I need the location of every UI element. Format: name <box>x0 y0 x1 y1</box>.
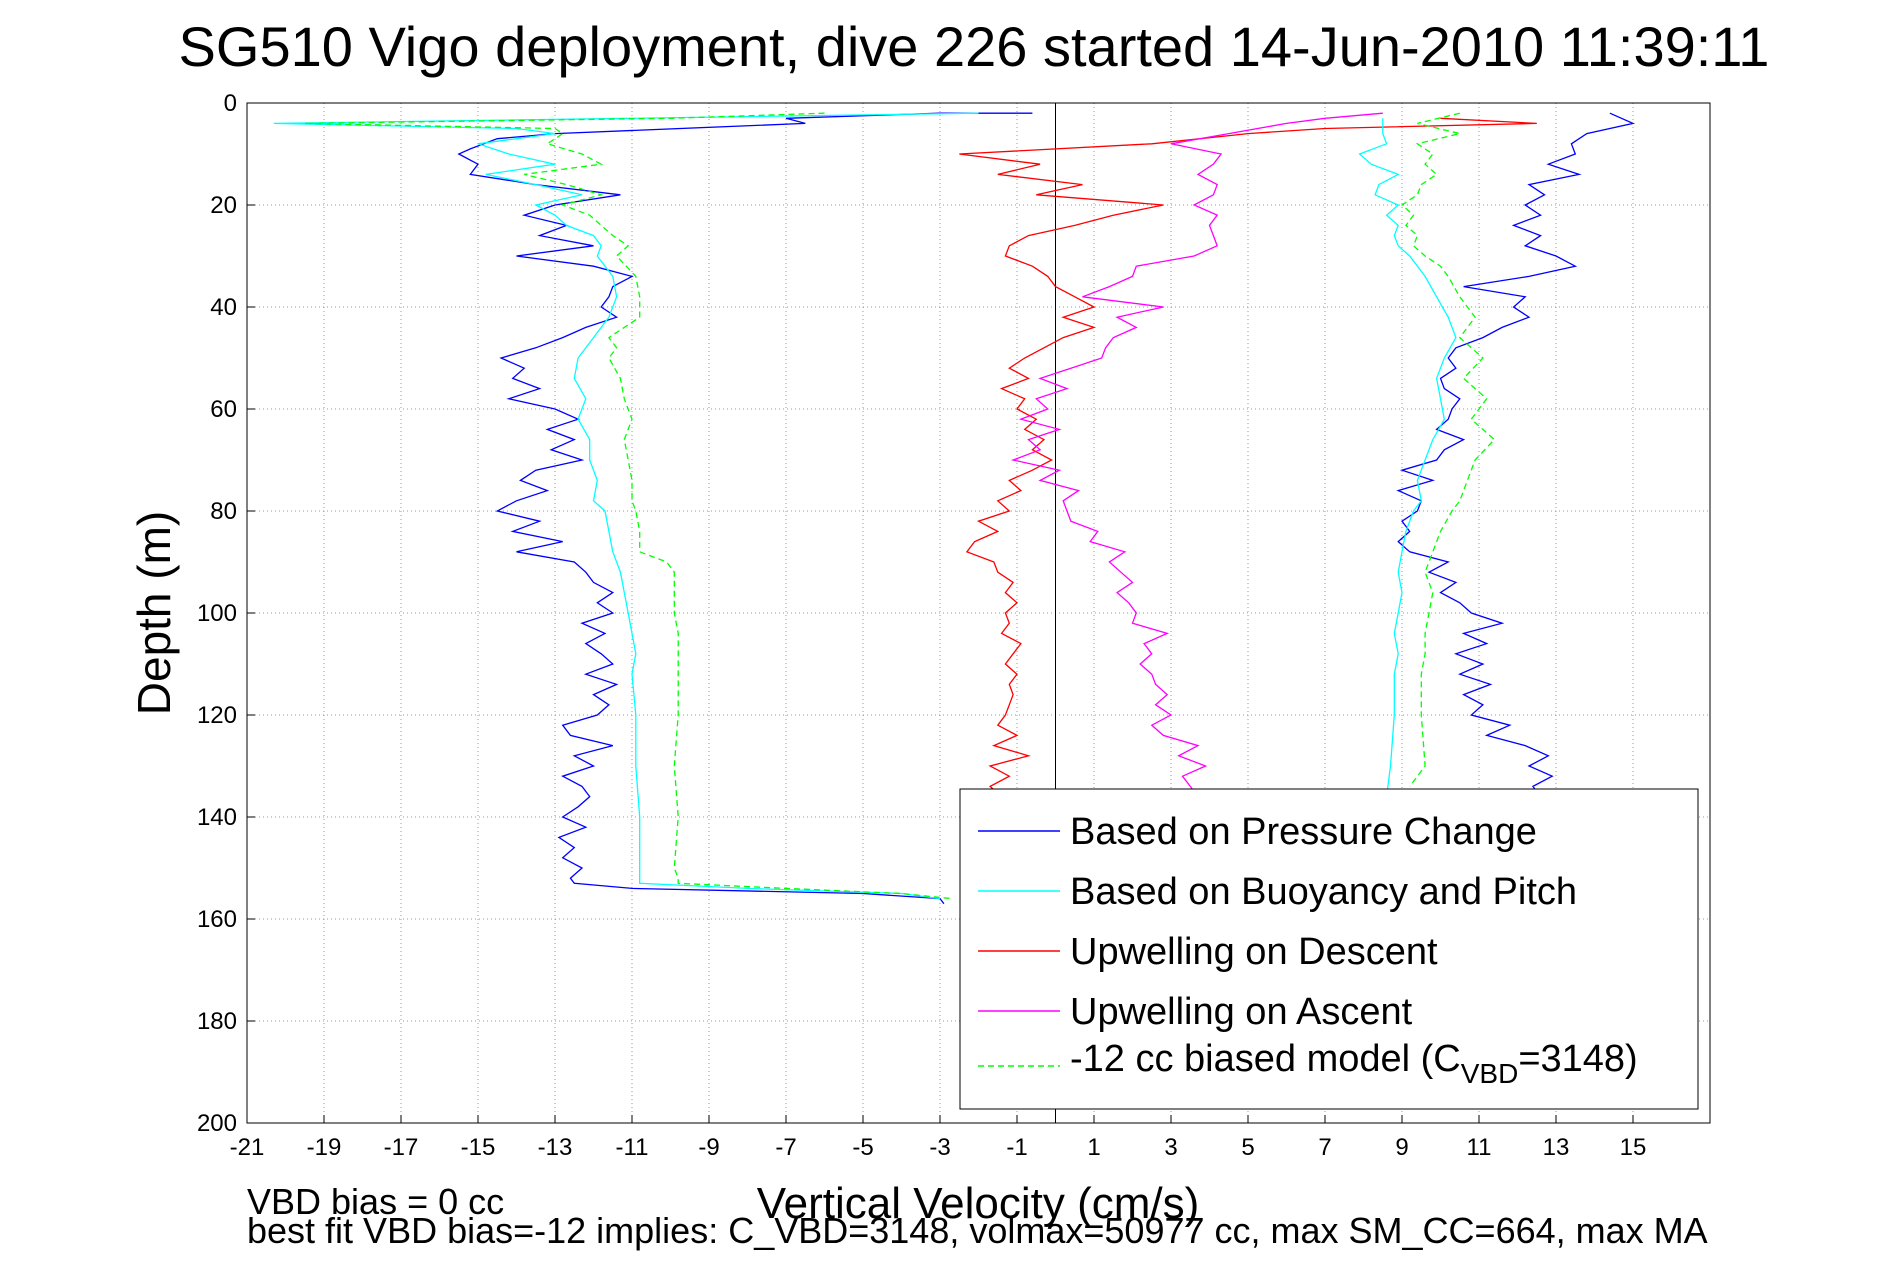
x-tick-label: -19 <box>307 1134 342 1161</box>
legend-label: Based on Pressure Change <box>1070 811 1537 853</box>
series-line-5 <box>304 112 952 900</box>
x-tick-labels: -21 -19 -17 -15 -13 -11 -9 -7 -5 -3 -1 1 3 5 7 9 11 13 15 <box>230 1134 1647 1161</box>
legend-label: Upwelling on Descent <box>1070 931 1438 973</box>
y-tick-label: 160 <box>197 906 237 933</box>
x-tick-label: -21 <box>230 1134 265 1161</box>
x-tick-label: -11 <box>616 1134 649 1161</box>
legend-box <box>959 788 1699 1110</box>
y-tick-label: 120 <box>197 702 237 729</box>
legend-label: Based on Buoyancy and Pitch <box>1070 871 1577 913</box>
series-line-7 <box>1358 118 1457 797</box>
legend-tail: =3148) <box>1518 1038 1637 1080</box>
y-tick-label: 140 <box>197 804 237 831</box>
legend-subscript: VBD <box>1461 1058 1519 1089</box>
series-line-4 <box>1010 112 1383 905</box>
series-line-8 <box>1400 112 1496 787</box>
footnote-vbd-bias: VBD bias = 0 cc <box>247 1181 504 1222</box>
x-tick-label: 13 <box>1543 1134 1570 1161</box>
y-tick-label: 180 <box>197 1008 237 1035</box>
x-axis-label: Vertical Velocity (cm/s) <box>757 1179 1200 1228</box>
y-tick-labels: 0 20 40 60 80 100 120 140 160 180 200 <box>197 90 237 1137</box>
y-tick-label: 60 <box>210 396 237 423</box>
series-line-3 <box>959 117 1537 905</box>
x-tick-label: 9 <box>1395 1134 1408 1161</box>
x-tick-label: -1 <box>1006 1134 1027 1161</box>
plot-lines <box>273 112 1636 905</box>
x-tick-label: 15 <box>1620 1134 1647 1161</box>
series-line-1 <box>457 112 1033 905</box>
x-tick-label: 11 <box>1467 1134 1492 1161</box>
x-tick-label: -5 <box>852 1134 873 1161</box>
y-tick-label: 100 <box>197 600 237 627</box>
y-tick-label: 0 <box>224 90 237 117</box>
x-tick-label: -7 <box>775 1134 796 1161</box>
x-tick-label: 7 <box>1318 1134 1331 1161</box>
y-tick-label: 20 <box>210 192 237 219</box>
series-line-6 <box>1396 112 1636 797</box>
footnote-best-fit: best fit VBD bias=-12 implies: C_VBD=314… <box>247 1210 1708 1251</box>
y-tick-label: 80 <box>210 498 237 525</box>
x-tick-label: 1 <box>1087 1134 1100 1161</box>
x-tick-label: -3 <box>929 1134 950 1161</box>
y-tick-label: 40 <box>210 294 237 321</box>
plot-frame <box>246 102 1711 1124</box>
x-tick-label: -15 <box>461 1134 496 1161</box>
x-tick-label: 5 <box>1241 1134 1254 1161</box>
legend-label: Upwelling on Ascent <box>1070 991 1413 1033</box>
x-tick-label: -17 <box>384 1134 419 1161</box>
legend: Based on Pressure Change Based on Buoyanc… <box>959 788 1699 1110</box>
x-tick-label: 3 <box>1164 1134 1177 1161</box>
x-tick-label: -9 <box>698 1134 719 1161</box>
x-tick-label: -13 <box>538 1134 573 1161</box>
y-tick-label: 200 <box>197 1110 237 1137</box>
chart-title: SG510 Vigo deployment, dive 226 started … <box>179 15 1770 78</box>
y-axis-label: Depth (m) <box>128 511 180 715</box>
series-line-2 <box>273 112 979 900</box>
